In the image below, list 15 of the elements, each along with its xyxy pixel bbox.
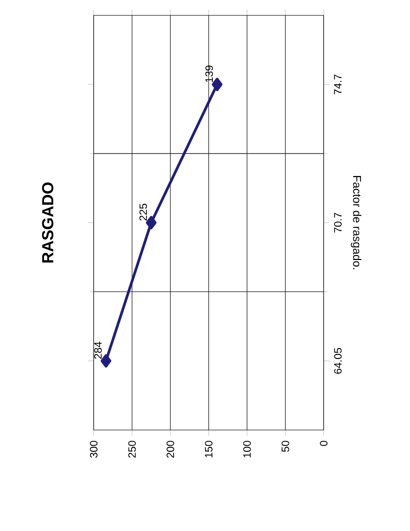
data-label: 225 bbox=[140, 204, 148, 221]
text: RASGADO bbox=[42, 182, 54, 262]
data-label: 284 bbox=[94, 342, 102, 359]
y-axis-title: Factor de rasgado. bbox=[350, 176, 362, 270]
x-tick-label: 0 bbox=[320, 440, 328, 446]
data-label: 139 bbox=[206, 66, 214, 82]
x-tick-label: 100 bbox=[243, 440, 251, 458]
y-tick-label: 64.05 bbox=[334, 348, 342, 374]
x-tick-label: 250 bbox=[128, 440, 136, 458]
x-tick-label: 200 bbox=[166, 440, 174, 458]
x-tick-label: 150 bbox=[205, 440, 213, 458]
y-tick-label: 70.7 bbox=[334, 212, 342, 233]
y-tick-label: 74.7 bbox=[334, 74, 342, 94]
x-tick-label: 300 bbox=[90, 440, 98, 458]
x-tick-label: 50 bbox=[282, 440, 290, 452]
